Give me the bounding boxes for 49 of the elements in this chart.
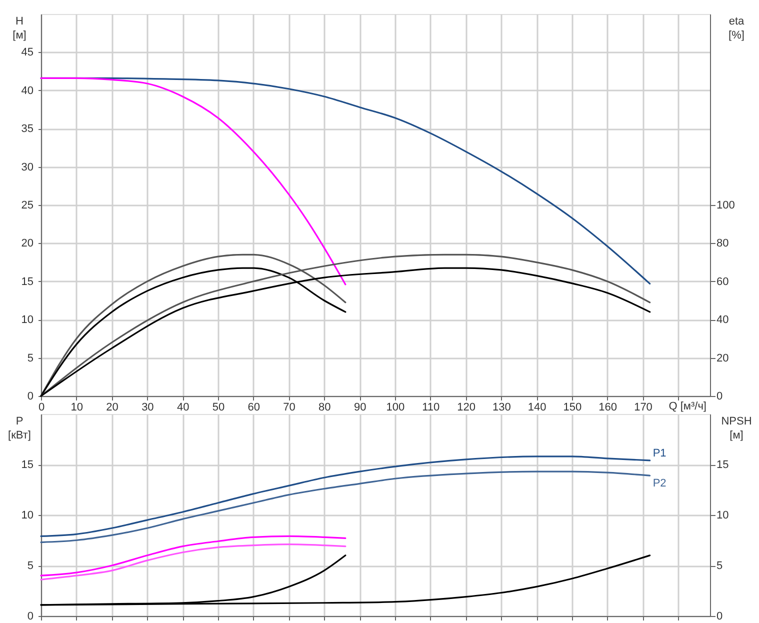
x-tick-label: 80 <box>318 402 331 414</box>
x-tick-label: 70 <box>283 402 296 414</box>
y2-tick-label: 40 <box>716 314 729 326</box>
x-tick-label: 10 <box>70 402 84 414</box>
x-tick-label: 0 <box>38 402 45 414</box>
x-tick-label: 150 <box>563 402 582 414</box>
x-tick-label: 170 <box>634 402 652 414</box>
y2-tick-label: 80 <box>716 238 729 250</box>
x-tick-label: 30 <box>142 402 154 414</box>
series-label: P2 <box>652 478 666 490</box>
y-tick-label: 0 <box>27 610 34 622</box>
y-tick-label: 5 <box>27 352 34 364</box>
x-tick-label: 140 <box>528 402 546 414</box>
x-tick-label: 120 <box>457 402 476 414</box>
y2-tick-label: 0 <box>716 610 723 622</box>
x-axis-title: Q [м³/ч] <box>668 400 706 412</box>
y2-axis-title: eta [%] <box>728 16 746 42</box>
x-tick-label: 90 <box>354 402 366 414</box>
y2-tick-label: 15 <box>716 459 729 471</box>
y-axis-title: H [м] <box>12 16 26 42</box>
y-tick-label: 5 <box>27 560 34 572</box>
y-tick-label: 10 <box>21 314 34 326</box>
x-tick-label: 60 <box>248 402 260 414</box>
y-tick-label: 0 <box>27 390 34 402</box>
x-tick-label: 20 <box>106 402 118 414</box>
y-tick-label: 10 <box>21 510 34 522</box>
y2-tick-label: 0 <box>716 390 723 402</box>
y-tick-label: 25 <box>21 200 34 212</box>
x-tick-label: 110 <box>422 402 440 414</box>
y2-tick-label: 20 <box>716 352 729 364</box>
y-tick-label: 15 <box>21 459 34 471</box>
y2-tick-label: 10 <box>716 510 729 522</box>
y2-tick-label: 60 <box>716 276 729 288</box>
x-tick-label: 40 <box>176 402 190 414</box>
y2-tick-label: 100 <box>716 200 735 212</box>
y-axis-title: P [кВт] <box>8 416 31 442</box>
y-tick-label: 35 <box>21 123 34 136</box>
x-tick-label: 130 <box>492 402 511 414</box>
y2-tick-label: 5 <box>716 560 723 572</box>
x-tick-label: 50 <box>212 402 225 414</box>
y-tick-label: 40 <box>21 84 34 97</box>
x-tick-label: 160 <box>598 402 618 414</box>
y2-axis-title: NPSH [м] <box>721 416 752 442</box>
y-tick-label: 30 <box>21 161 34 174</box>
series-label: P1 <box>652 447 666 460</box>
y-tick-label: 45 <box>21 46 34 59</box>
y-tick-label: 15 <box>21 276 34 288</box>
x-tick-label: 100 <box>386 402 405 414</box>
y-tick-label: 20 <box>21 238 34 250</box>
